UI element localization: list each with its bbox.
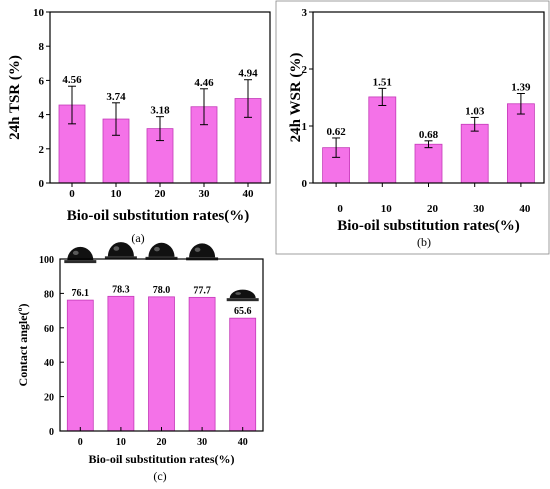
- droplet-shape: [148, 242, 175, 257]
- y-tick-label: 2: [39, 144, 45, 156]
- y-tick-label: 0: [302, 178, 308, 190]
- droplet-substrate: [226, 298, 259, 302]
- panel-label: (b): [417, 235, 431, 249]
- data-label: 3.74: [106, 91, 126, 103]
- y-tick-label: 20: [44, 393, 54, 404]
- bar: [322, 147, 351, 184]
- x-tick-label: 0: [78, 437, 83, 448]
- bar: [188, 296, 216, 432]
- droplet-highlight: [72, 250, 79, 255]
- data-label: 0.62: [326, 126, 346, 138]
- x-tick-label: 20: [427, 203, 439, 215]
- bar: [368, 96, 397, 184]
- x-axis-label: Bio-oil substitution rates(%): [337, 218, 520, 234]
- x-tick-label: 30: [199, 188, 211, 200]
- data-label: 1.51: [373, 76, 392, 88]
- x-tick-label: 30: [473, 203, 485, 215]
- droplet-highlight: [194, 247, 201, 252]
- bar: [414, 143, 443, 184]
- data-label: 78.0: [153, 285, 171, 296]
- y-tick-label: 0: [49, 427, 54, 438]
- droplet-substrate: [64, 260, 97, 264]
- y-axis-label: Contact angle(º): [16, 304, 30, 387]
- bar: [107, 295, 135, 432]
- data-label: 0.68: [419, 129, 439, 141]
- data-label: 1.39: [511, 82, 531, 94]
- x-tick-label: 40: [519, 203, 531, 215]
- y-tick-label: 1: [302, 121, 308, 133]
- x-tick-label: 20: [157, 437, 167, 448]
- chart-panel-c: 76.1 78.3 78.0 77.7 65.6 0 20 40 60 80 100 0 10 20 30 4…: [16, 242, 264, 483]
- droplet-shape: [229, 289, 256, 299]
- x-tick-label: 40: [238, 437, 248, 448]
- droplet-substrate: [145, 256, 178, 260]
- panel-label: (c): [153, 469, 166, 483]
- droplet-highlight: [235, 292, 242, 295]
- y-tick-label: 10: [33, 7, 45, 19]
- x-tick-label: 10: [111, 188, 123, 200]
- x-tick-label: 10: [116, 437, 126, 448]
- droplet-shape: [107, 242, 134, 257]
- bar: [229, 317, 257, 432]
- y-tick-label: 2: [302, 64, 308, 76]
- y-tick-label: 4: [39, 110, 45, 122]
- x-tick-label: 30: [197, 437, 207, 448]
- y-tick-label: 80: [44, 289, 54, 300]
- x-axis-label: Bio-oil substitution rates(%): [67, 208, 250, 224]
- data-label: 4.56: [62, 74, 82, 86]
- bar: [460, 123, 489, 184]
- droplet-highlight: [154, 246, 160, 252]
- chart-panel-a: 4.56 3.74 3.18 4.46 4.94 0 2 4 6 8 10 0 10 20 30 40 Bio-…: [7, 7, 271, 245]
- data-label: 76.1: [72, 288, 90, 299]
- data-label: 77.7: [193, 285, 211, 296]
- data-label: 4.94: [238, 68, 258, 80]
- data-label: 1.03: [465, 105, 485, 117]
- x-tick-label: 10: [381, 203, 393, 215]
- x-tick-label: 40: [243, 188, 255, 200]
- x-tick-label: 20: [155, 188, 167, 200]
- y-tick-label: 8: [39, 41, 45, 53]
- y-axis-label: 24h TSR (%): [7, 55, 23, 140]
- panel-label: (a): [131, 231, 144, 245]
- data-label: 3.18: [150, 105, 170, 117]
- y-axis-label: 24h WSR (%): [288, 53, 304, 143]
- bar: [506, 103, 535, 184]
- x-axis-label: Bio-oil substitution rates(%): [88, 452, 234, 466]
- y-tick-label: 100: [39, 255, 54, 266]
- x-tick-label: 0: [337, 203, 343, 215]
- droplet-highlight: [113, 246, 120, 251]
- data-label: 78.3: [112, 284, 130, 295]
- data-label: 4.46: [194, 77, 214, 89]
- y-tick-label: 0: [39, 178, 45, 190]
- droplet-substrate: [104, 256, 137, 260]
- bar: [66, 299, 94, 432]
- bar: [148, 296, 175, 432]
- y-tick-label: 40: [44, 358, 54, 369]
- y-tick-label: 6: [39, 75, 45, 87]
- data-label: 65.6: [234, 306, 252, 317]
- y-tick-label: 60: [44, 324, 54, 335]
- droplet-shape: [67, 246, 94, 261]
- droplet-shape: [189, 243, 216, 258]
- x-tick-label: 0: [69, 188, 75, 200]
- panel-border: [275, 0, 550, 255]
- y-tick-label: 3: [302, 7, 308, 19]
